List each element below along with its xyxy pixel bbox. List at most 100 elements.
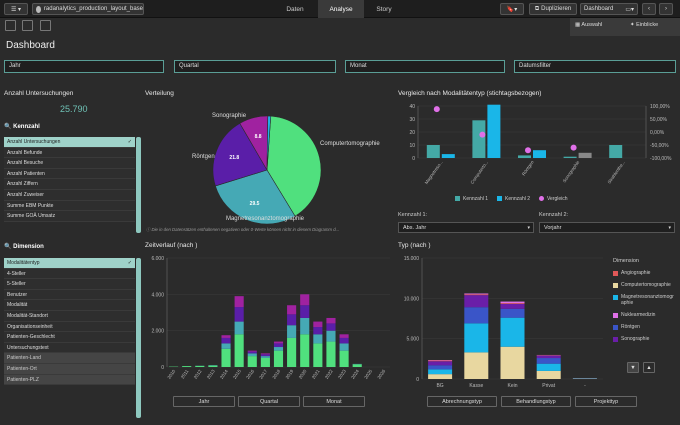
tab-einblicke[interactable]: ✦ Einblicke xyxy=(630,22,659,28)
filter-quartal[interactable]: Quartal xyxy=(174,60,336,73)
list-item[interactable]: Anzahl Ziffern xyxy=(4,179,135,190)
kennzahl2-label: Kennzahl 2: xyxy=(539,212,569,218)
bar-segment xyxy=(221,337,231,344)
legend-item: Computertomographie xyxy=(613,282,675,288)
bar-segment xyxy=(273,341,284,344)
list-item[interactable]: Patienten-Geschlecht xyxy=(4,332,135,343)
x-tick-label: - xyxy=(584,383,586,389)
dimension-list: Modalitätentyp ✓ 4-Steller 5-Steller Benu… xyxy=(4,258,135,386)
search-icon: 🔍 xyxy=(4,124,14,130)
bookmark-button[interactable]: 🔖▾ xyxy=(500,3,524,15)
list-item[interactable]: Patienten-PLZ xyxy=(4,374,135,386)
point-vergleich xyxy=(479,131,486,138)
file-name: radanalytics_production_layout_base xyxy=(43,6,143,12)
list-item[interactable]: 4-Steller xyxy=(4,268,135,280)
select-tool-icon[interactable] xyxy=(5,20,16,31)
pie-footnote: ⓘ Die in den Datensätzen enthaltenen neg… xyxy=(146,227,340,232)
x-tick-label: 2018 xyxy=(271,368,281,379)
list-item[interactable]: Summe GOÄ Umsatz xyxy=(4,211,135,222)
page-title: Dashboard xyxy=(6,40,55,51)
abrechnungstyp-button[interactable]: Abrechnungstyp xyxy=(427,396,497,407)
kennzahl1-select[interactable]: Abs. Jahr ▾ xyxy=(398,222,534,233)
x-tick-label: 2010 xyxy=(167,368,177,379)
bar-kennzahl2 xyxy=(578,152,592,158)
bar-segment xyxy=(313,343,323,367)
dashboard-select[interactable]: Dashboard ▭▾ xyxy=(580,3,638,15)
x-tick-label: 2024 xyxy=(350,368,360,379)
list-item[interactable]: Anzahl Untersuchungen ✓ xyxy=(4,137,135,148)
list-item[interactable]: Benutzer xyxy=(4,289,135,301)
list-item[interactable]: Untersuchungstext xyxy=(4,342,135,354)
bar-segment xyxy=(273,343,284,348)
bar-segment xyxy=(300,317,310,335)
kennzahl-scrollbar[interactable] xyxy=(136,137,141,233)
add-tool-icon[interactable] xyxy=(40,20,51,31)
bar-kennzahl1 xyxy=(518,155,531,158)
bar-segment xyxy=(287,325,297,338)
next-button[interactable]: › xyxy=(659,3,673,15)
legend-scroll-up-button[interactable]: ▲ xyxy=(643,362,655,373)
legend-item: Nuklearmedizin xyxy=(613,312,675,318)
list-item[interactable]: Modalität-Standort xyxy=(4,310,135,322)
list-item[interactable]: 5-Steller xyxy=(4,279,135,290)
y2-tick-label: 100,00% xyxy=(650,104,670,110)
bar-segment xyxy=(234,334,244,367)
list-item[interactable]: Modalität xyxy=(4,300,135,311)
bar-segment xyxy=(339,334,349,338)
dimension-scrollbar[interactable] xyxy=(136,258,141,418)
tab-daten[interactable]: Daten xyxy=(286,5,304,13)
bar-segment xyxy=(428,365,453,370)
bar-segment xyxy=(208,365,218,367)
bar-segment xyxy=(352,364,362,367)
bar-segment xyxy=(260,357,270,367)
bar-kennzahl1 xyxy=(426,145,440,158)
dimension-search[interactable]: 🔍 Dimension xyxy=(4,244,44,250)
list-item[interactable]: Patienten-Land xyxy=(4,353,135,364)
pie-slice-label: Sonographie xyxy=(212,113,247,119)
bar-segment xyxy=(339,343,349,351)
legend-scroll-down-button[interactable]: ▼ xyxy=(627,362,639,373)
filter-datumsfilter[interactable]: Datumsfilter xyxy=(514,60,676,73)
behandlungstyp-button[interactable]: Behandlungstyp xyxy=(501,396,571,407)
list-item[interactable]: Modalitätentyp ✓ xyxy=(4,258,135,269)
list-item[interactable]: Anzahl Befunde xyxy=(4,147,135,159)
prev-button[interactable]: ‹ xyxy=(642,3,656,15)
pie-slice-label: Computertomographie xyxy=(320,141,380,147)
menu-button[interactable]: ☰ ▾ xyxy=(4,3,28,15)
bar-segment xyxy=(464,295,489,308)
bar-segment xyxy=(247,353,257,357)
tab-story[interactable]: Story xyxy=(376,5,392,13)
bar-segment xyxy=(536,355,561,359)
x-tick-label: 2013 xyxy=(206,368,216,379)
kpi-value: 25.790 xyxy=(60,104,88,114)
list-item[interactable]: Anzahl Patienten xyxy=(4,168,135,180)
bar-segment xyxy=(221,348,231,367)
zeitverlauf-monat-button[interactable]: Monat xyxy=(303,396,365,407)
filter-jahr[interactable]: Jahr xyxy=(4,60,164,73)
typ-title: Typ (nach ) xyxy=(398,242,431,249)
y-tick-label: 20 xyxy=(409,130,415,136)
projekttyp-button[interactable]: Projekttyp xyxy=(575,396,637,407)
right-panel-tabs: ▦ Auswahl ✦ Einblicke xyxy=(570,18,680,36)
list-item[interactable]: Anzahl Zuweiser xyxy=(4,189,135,201)
tab-analyse[interactable]: Analyse xyxy=(318,0,364,18)
legend-swatch xyxy=(613,313,618,318)
list-item[interactable]: Summe EBM Punkte xyxy=(4,200,135,212)
bar-segment xyxy=(182,366,192,367)
list-item[interactable]: Patienten-Ort xyxy=(4,363,135,375)
list-item[interactable]: Organisationseinheit xyxy=(4,321,135,333)
bar-segment xyxy=(464,352,489,379)
filter-monat[interactable]: Monat xyxy=(345,60,505,73)
duplicate-button[interactable]: ⧉ Duplizieren xyxy=(529,3,577,15)
kennzahl2-select[interactable]: Vorjahr ▾ xyxy=(539,222,675,233)
list-item[interactable]: Anzahl Besuche xyxy=(4,158,135,169)
resize-tool-icon[interactable] xyxy=(22,20,33,31)
zeitverlauf-jahr-button[interactable]: Jahr xyxy=(173,396,235,407)
zeitverlauf-quartal-button[interactable]: Quartal xyxy=(238,396,300,407)
kennzahl-search[interactable]: 🔍 Kennzahl xyxy=(4,124,40,130)
file-name-field[interactable]: radanalytics_production_layout_base xyxy=(32,3,144,15)
legend-swatch xyxy=(497,196,502,202)
bar-segment xyxy=(464,307,489,324)
bar-segment xyxy=(500,303,525,309)
tab-auswahl[interactable]: ▦ Auswahl xyxy=(575,22,603,28)
